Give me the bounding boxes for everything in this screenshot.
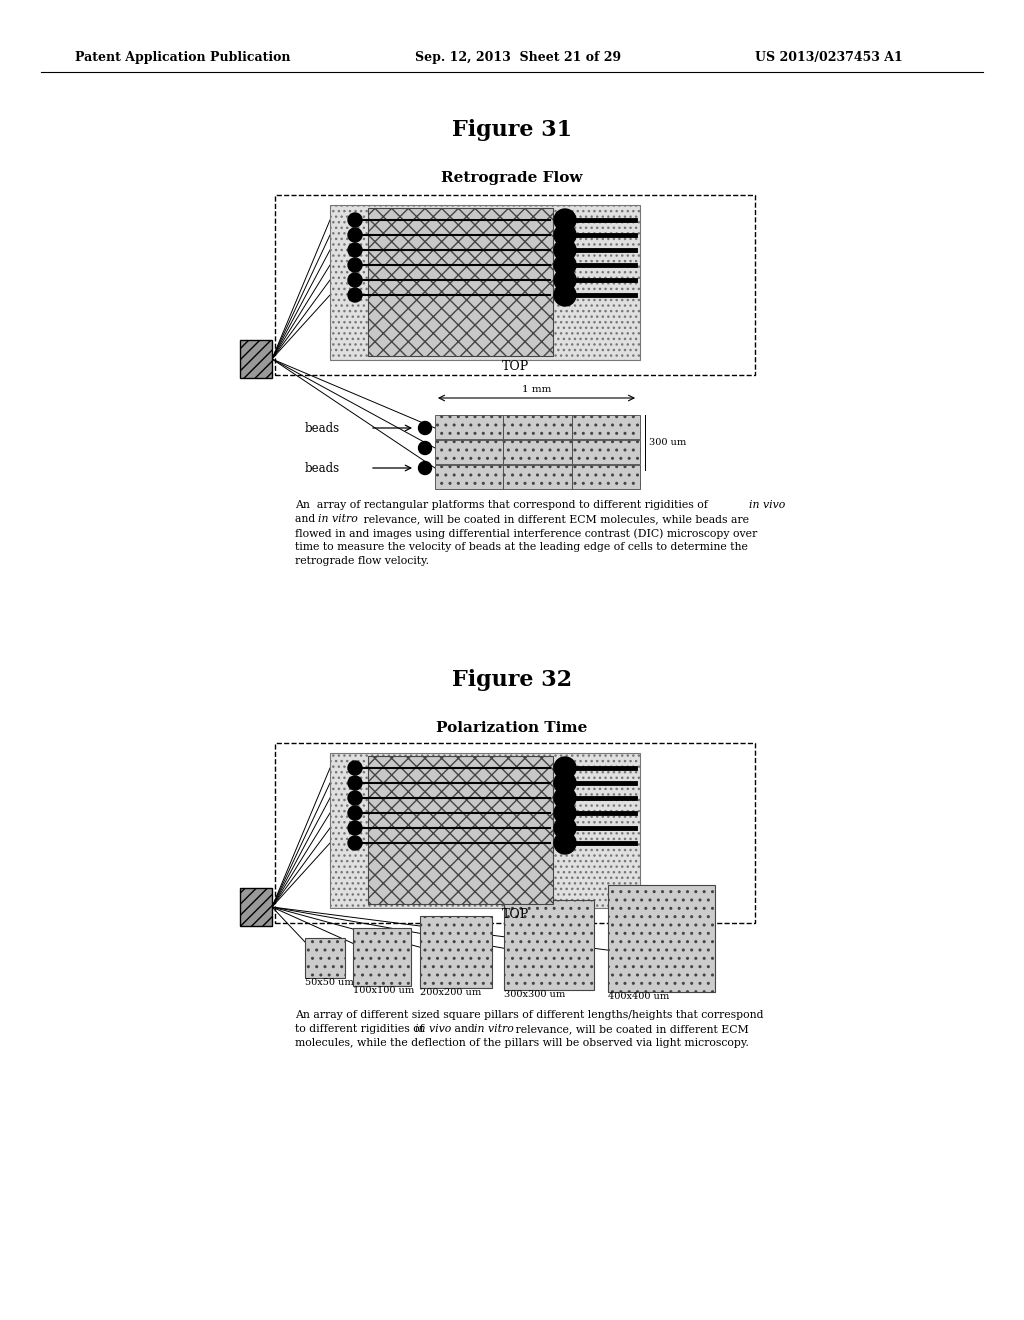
- Text: 300 um: 300 um: [649, 438, 686, 447]
- Text: beads: beads: [305, 462, 340, 474]
- Circle shape: [348, 213, 362, 227]
- Bar: [275, 195, 755, 375]
- Circle shape: [554, 284, 575, 306]
- Text: to different rigidities of: to different rigidities of: [295, 1024, 427, 1034]
- Bar: [571, 440, 640, 465]
- Circle shape: [419, 421, 431, 434]
- Bar: [305, 939, 345, 978]
- Bar: [353, 928, 411, 986]
- Text: An  array of rectangular platforms that correspond to different rigidities of: An array of rectangular platforms that c…: [295, 500, 712, 510]
- Circle shape: [348, 836, 362, 850]
- Circle shape: [348, 762, 362, 775]
- Bar: [368, 209, 553, 356]
- Circle shape: [348, 228, 362, 242]
- Text: relevance, will be coated in different ECM molecules, while beads are: relevance, will be coated in different E…: [360, 513, 749, 524]
- Text: 50x50 um: 50x50 um: [305, 978, 353, 987]
- Circle shape: [554, 253, 575, 276]
- Text: molecules, while the deflection of the pillars will be observed via light micros: molecules, while the deflection of the p…: [295, 1038, 749, 1048]
- Text: An array of different sized square pillars of different lengths/heights that cor: An array of different sized square pilla…: [295, 1010, 764, 1020]
- Circle shape: [348, 821, 362, 836]
- Circle shape: [554, 787, 575, 809]
- Text: flowed in and images using differential interference contrast (DIC) microscopy o: flowed in and images using differential …: [295, 528, 758, 539]
- Bar: [420, 916, 492, 987]
- Text: in vitro: in vitro: [474, 1024, 514, 1034]
- Text: TOP: TOP: [502, 908, 528, 921]
- Circle shape: [348, 776, 362, 789]
- Bar: [504, 440, 571, 465]
- Bar: [330, 752, 640, 908]
- Text: TOP: TOP: [502, 360, 528, 374]
- Circle shape: [554, 239, 575, 261]
- Text: 300x300 um: 300x300 um: [504, 990, 565, 999]
- Circle shape: [348, 257, 362, 272]
- Circle shape: [554, 832, 575, 854]
- Text: US 2013/0237453 A1: US 2013/0237453 A1: [755, 51, 903, 65]
- Bar: [571, 465, 640, 488]
- Text: time to measure the velocity of beads at the leading edge of cells to determine : time to measure the velocity of beads at…: [295, 543, 748, 552]
- Text: beads: beads: [305, 421, 340, 434]
- Circle shape: [348, 273, 362, 286]
- Bar: [571, 414, 640, 440]
- Circle shape: [348, 243, 362, 257]
- Bar: [240, 888, 272, 927]
- Circle shape: [554, 756, 575, 779]
- Bar: [275, 743, 755, 923]
- Text: Retrograde Flow: Retrograde Flow: [441, 172, 583, 185]
- Bar: [330, 205, 640, 360]
- Text: in vivo: in vivo: [415, 1024, 452, 1034]
- Circle shape: [419, 462, 431, 474]
- Circle shape: [554, 817, 575, 840]
- Circle shape: [419, 441, 431, 454]
- Text: 1 mm: 1 mm: [522, 385, 551, 395]
- Bar: [435, 440, 504, 465]
- Bar: [504, 465, 571, 488]
- Circle shape: [348, 791, 362, 805]
- Bar: [435, 414, 504, 440]
- Text: Figure 32: Figure 32: [452, 669, 572, 690]
- Text: Figure 31: Figure 31: [452, 119, 572, 141]
- Circle shape: [348, 288, 362, 302]
- Text: and: and: [451, 1024, 478, 1034]
- Circle shape: [554, 224, 575, 246]
- Text: and: and: [295, 513, 318, 524]
- Text: in vitro: in vitro: [318, 513, 357, 524]
- Text: 200x200 um: 200x200 um: [420, 987, 481, 997]
- Text: in vivo: in vivo: [749, 500, 785, 510]
- Circle shape: [554, 803, 575, 824]
- Text: relevance, will be coated in different ECM: relevance, will be coated in different E…: [512, 1024, 749, 1034]
- Text: Patent Application Publication: Patent Application Publication: [75, 51, 291, 65]
- Bar: [435, 465, 504, 488]
- Bar: [240, 341, 272, 378]
- Bar: [608, 884, 715, 993]
- Circle shape: [554, 772, 575, 795]
- Text: Sep. 12, 2013  Sheet 21 of 29: Sep. 12, 2013 Sheet 21 of 29: [415, 51, 622, 65]
- Text: retrograde flow velocity.: retrograde flow velocity.: [295, 556, 429, 566]
- Circle shape: [348, 807, 362, 820]
- Text: Polarization Time: Polarization Time: [436, 721, 588, 735]
- Bar: [504, 900, 594, 990]
- Circle shape: [554, 209, 575, 231]
- Bar: [504, 414, 571, 440]
- Text: 400x400 um: 400x400 um: [608, 993, 670, 1001]
- Circle shape: [554, 269, 575, 290]
- Text: 100x100 um: 100x100 um: [353, 986, 415, 995]
- Bar: [368, 756, 553, 904]
